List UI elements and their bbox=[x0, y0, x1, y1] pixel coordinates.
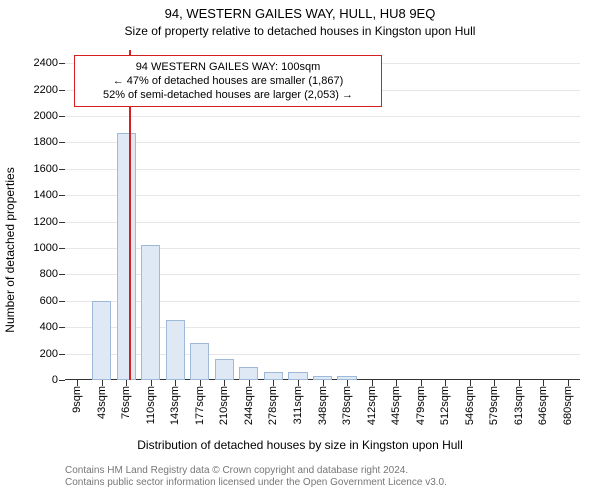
y-tick-label: 1400 bbox=[34, 189, 58, 201]
bar bbox=[264, 372, 283, 380]
x-tick-label: 278sqm bbox=[267, 386, 279, 425]
info-line-3: 52% of semi-detached houses are larger (… bbox=[83, 88, 373, 102]
y-axis-label: Number of detached properties bbox=[3, 167, 17, 332]
x-tick-label: 378sqm bbox=[341, 386, 353, 425]
x-tick-label: 646sqm bbox=[537, 386, 549, 425]
gridline bbox=[65, 169, 580, 170]
y-tick-label: 1000 bbox=[34, 242, 58, 254]
bar bbox=[92, 301, 111, 380]
info-line-2: ← 47% of detached houses are smaller (1,… bbox=[83, 74, 373, 88]
info-box: 94 WESTERN GAILES WAY: 100sqm ← 47% of d… bbox=[74, 55, 382, 107]
bar bbox=[166, 320, 185, 380]
gridline bbox=[65, 116, 580, 117]
bar bbox=[288, 372, 307, 380]
y-tick-label: 600 bbox=[40, 295, 58, 307]
x-tick-label: 348sqm bbox=[317, 386, 329, 425]
bar bbox=[117, 133, 136, 380]
footer-text: Contains HM Land Registry data © Crown c… bbox=[65, 465, 585, 489]
gridline bbox=[65, 195, 580, 196]
y-tick-label: 1600 bbox=[34, 163, 58, 175]
bar bbox=[190, 343, 209, 380]
y-tick bbox=[59, 274, 65, 275]
bar bbox=[141, 245, 160, 380]
y-tick-label: 800 bbox=[40, 268, 58, 280]
y-tick bbox=[59, 222, 65, 223]
x-tick-label: 613sqm bbox=[513, 386, 525, 425]
x-tick-label: 110sqm bbox=[145, 386, 157, 424]
y-tick bbox=[59, 327, 65, 328]
x-tick-label: 445sqm bbox=[390, 386, 402, 425]
y-tick bbox=[59, 90, 65, 91]
x-tick-label: 311sqm bbox=[292, 386, 304, 424]
y-tick-label: 2000 bbox=[34, 110, 58, 122]
y-tick-label: 1800 bbox=[34, 136, 58, 148]
info-line-1: 94 WESTERN GAILES WAY: 100sqm bbox=[83, 60, 373, 74]
y-tick bbox=[59, 354, 65, 355]
y-tick-label: 2400 bbox=[34, 57, 58, 69]
y-tick-label: 200 bbox=[40, 348, 58, 360]
x-tick-label: 479sqm bbox=[415, 386, 427, 425]
y-tick bbox=[59, 63, 65, 64]
y-tick bbox=[59, 301, 65, 302]
page-subtitle: Size of property relative to detached ho… bbox=[0, 24, 600, 38]
x-tick-label: 76sqm bbox=[120, 386, 132, 419]
x-tick-label: 9sqm bbox=[71, 386, 83, 413]
gridline bbox=[65, 222, 580, 223]
x-tick-label: 210sqm bbox=[218, 386, 230, 425]
x-tick-label: 244sqm bbox=[243, 386, 255, 425]
y-tick bbox=[59, 248, 65, 249]
x-tick-label: 546sqm bbox=[464, 386, 476, 425]
page-title: 94, WESTERN GAILES WAY, HULL, HU8 9EQ bbox=[0, 6, 600, 21]
y-tick bbox=[59, 380, 65, 381]
x-tick-label: 177sqm bbox=[194, 386, 206, 425]
y-tick bbox=[59, 169, 65, 170]
y-tick-label: 1200 bbox=[34, 216, 58, 228]
y-tick-label: 2200 bbox=[34, 84, 58, 96]
bar bbox=[239, 367, 258, 380]
gridline bbox=[65, 142, 580, 143]
footer-line-1: Contains HM Land Registry data © Crown c… bbox=[65, 465, 585, 477]
y-tick bbox=[59, 195, 65, 196]
x-tick-label: 512sqm bbox=[439, 386, 451, 425]
y-tick-label: 400 bbox=[40, 321, 58, 333]
y-tick-label: 0 bbox=[52, 374, 58, 386]
y-tick bbox=[59, 116, 65, 117]
x-axis-label: Distribution of detached houses by size … bbox=[0, 438, 600, 452]
x-tick-label: 680sqm bbox=[562, 386, 574, 425]
x-tick-label: 143sqm bbox=[169, 386, 181, 425]
x-tick-label: 43sqm bbox=[96, 386, 108, 419]
x-tick-label: 579sqm bbox=[488, 386, 500, 425]
bar bbox=[215, 359, 234, 380]
footer-line-2: Contains public sector information licen… bbox=[65, 477, 585, 489]
x-tick-label: 412sqm bbox=[366, 386, 378, 425]
y-tick bbox=[59, 142, 65, 143]
